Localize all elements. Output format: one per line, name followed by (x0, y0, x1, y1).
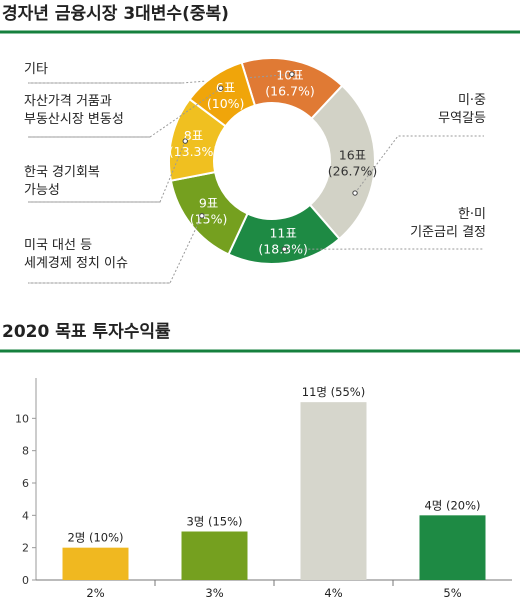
bar-value-label: 3명 (15%) (186, 515, 242, 529)
slice-category-label: 기타 (24, 62, 48, 77)
slice-value-label: 16표 (339, 147, 366, 162)
y-tick-label: 6 (22, 477, 29, 490)
leader-dot (183, 139, 187, 143)
slice-percent-label: (10%) (207, 96, 245, 111)
x-tick-label: 2% (86, 586, 104, 600)
slice-percent-label: (13.3%) (169, 144, 218, 159)
slice-percent-label: (26.7%) (328, 163, 377, 178)
slice-value-label: 9표 (199, 196, 218, 211)
slice-percent-label: (16.7%) (265, 84, 314, 99)
leader-dot (282, 247, 286, 251)
leader-dot (290, 72, 294, 76)
x-tick-label: 3% (205, 586, 223, 600)
y-tick-label: 8 (22, 445, 29, 458)
bar-value-label: 2명 (10%) (67, 531, 123, 545)
bar-chart: 0 2 4 6 8 10 2명 (10%) 2% 3명 (15%) 3% 11명 (55%) 4% 4명… (15, 378, 512, 600)
bar (63, 548, 129, 580)
y-tick-label: 0 (22, 574, 29, 587)
leader-dot (219, 86, 223, 90)
bar-value-label: 11명 (55%) (302, 385, 365, 399)
y-tick-label: 10 (15, 412, 29, 425)
x-tick-label: 4% (324, 586, 342, 600)
slice-percent-label: (15%) (190, 212, 228, 227)
bar-chart-title: 2020 목표 투자수익률 (2, 322, 171, 342)
donut-chart-title: 경자년 금융시장 3대변수(중복) (2, 4, 229, 24)
bar (420, 515, 486, 580)
x-tick-label: 5% (443, 586, 461, 600)
y-tick-label: 2 (22, 542, 29, 555)
slice-value-label: 11표 (269, 226, 296, 241)
bar-value-label: 4명 (20%) (424, 498, 480, 512)
leader-dot (200, 214, 204, 218)
donut-chart: 10표(16.7%)기타16표(26.7%)미·중무역갈등11표(18.3%)한… (24, 58, 486, 283)
bar (301, 402, 367, 580)
leader-dot (353, 191, 357, 195)
bar (182, 532, 248, 581)
y-tick-label: 4 (22, 509, 29, 522)
